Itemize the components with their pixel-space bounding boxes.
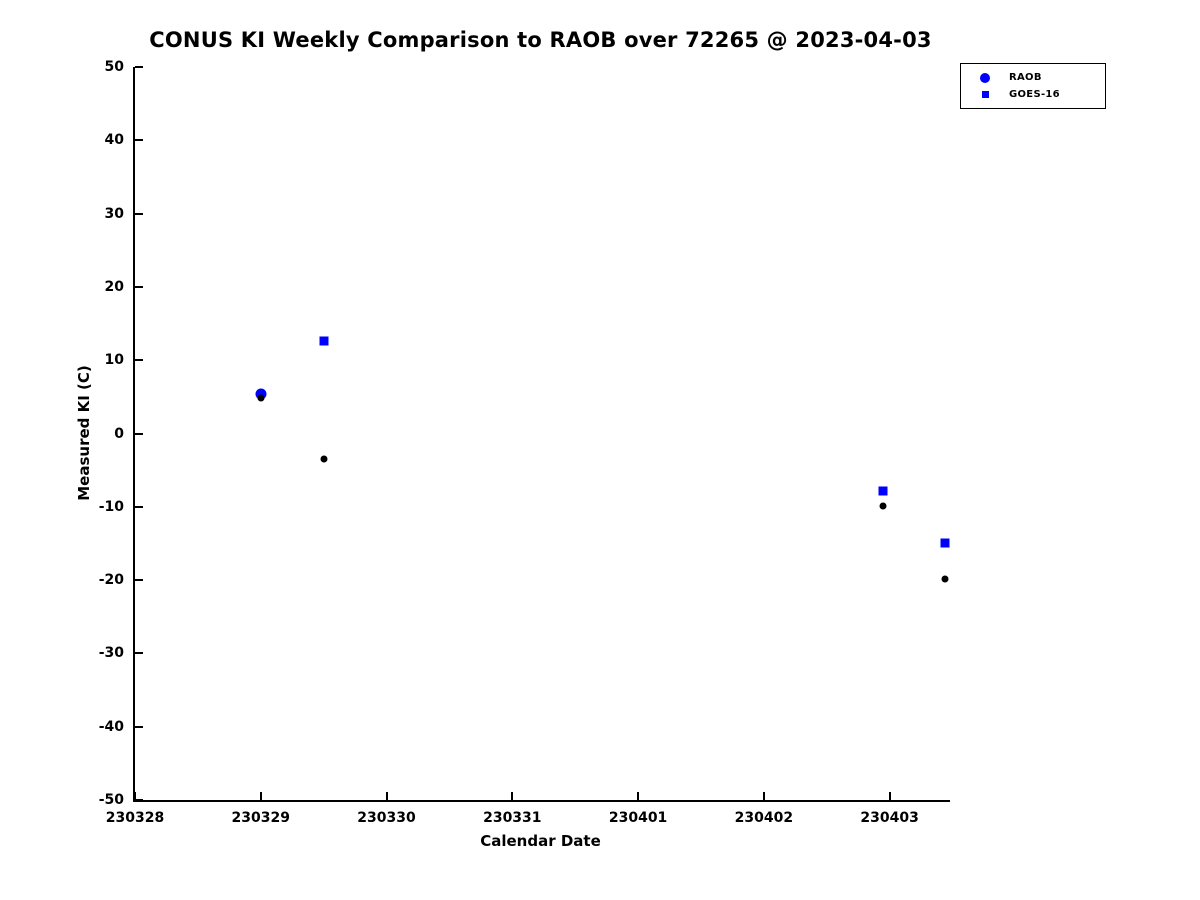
data-point-black-dot-series	[879, 502, 887, 510]
data-point-goes-16	[319, 336, 329, 346]
x-tick-label: 230401	[608, 810, 668, 826]
x-tick-mark	[511, 792, 514, 800]
y-tick-label: 10	[104, 352, 124, 369]
y-tick-mark	[135, 505, 143, 508]
y-tick-label: 50	[104, 59, 124, 75]
plot-area: 230328 230329 230330 230331 230401 230402 2304…	[99, 59, 950, 826]
x-tick-mark	[385, 792, 388, 800]
y-tick-mark	[135, 66, 143, 68]
chart-title: CONUS KI Weekly Comparison to RAOB over …	[149, 28, 932, 52]
data-point-black-dot-series	[257, 394, 265, 402]
y-tick-label: -20	[98, 572, 124, 589]
x-tick-label: 230329	[231, 810, 290, 826]
square-marker-icon	[981, 91, 989, 98]
y-tick-label: -30	[98, 645, 124, 662]
x-tick-label: 230403	[860, 810, 919, 826]
data-point-black-dot-series	[941, 575, 949, 583]
y-tick-mark	[135, 725, 143, 728]
data-point-black-dot-series	[320, 455, 328, 463]
y-tick-mark	[135, 799, 143, 801]
x-tick-mark	[762, 792, 765, 800]
y-tick-mark	[135, 579, 143, 582]
legend-row-goes-16: GOES-16	[961, 86, 1105, 103]
y-tick-mark	[135, 139, 143, 142]
y-tick-mark	[135, 212, 143, 215]
x-axis-label: Calendar Date	[480, 832, 601, 850]
y-tick-label: -10	[98, 498, 124, 515]
y-tick-label: 0	[114, 425, 124, 442]
data-point-goes-16	[940, 538, 950, 548]
x-tick-mark	[888, 792, 891, 800]
legend-row-raob: RAOB	[961, 69, 1105, 86]
y-axis-label: Measured KI (C)	[75, 365, 93, 501]
x-tick-mark	[259, 792, 262, 800]
circle-marker-icon	[980, 72, 990, 83]
y-tick-mark	[135, 652, 143, 655]
x-tick-label: 230330	[357, 810, 416, 826]
y-tick-mark	[135, 285, 143, 288]
data-point-goes-16	[878, 486, 888, 496]
legend-marker-cell	[961, 91, 1009, 98]
y-tick-label: 20	[104, 278, 124, 295]
x-tick-label: 230402	[734, 810, 794, 826]
y-tick-label: -50	[98, 792, 124, 808]
x-tick-mark	[637, 792, 640, 800]
legend-box: RAOB GOES-16	[960, 63, 1106, 109]
y-tick-mark	[135, 432, 143, 435]
legend-marker-cell	[961, 72, 1009, 83]
legend-label: GOES-16	[1009, 89, 1060, 100]
x-tick-label: 230331	[483, 810, 542, 826]
y-tick-label: 30	[104, 205, 124, 222]
legend-label: RAOB	[1009, 72, 1042, 83]
y-tick-label: -40	[98, 718, 124, 735]
x-tick-mark	[134, 792, 136, 800]
data-point-raob	[255, 388, 267, 400]
y-tick-label: 40	[104, 132, 124, 149]
x-tick-label: 230328	[105, 810, 165, 826]
y-tick-mark	[135, 359, 143, 362]
